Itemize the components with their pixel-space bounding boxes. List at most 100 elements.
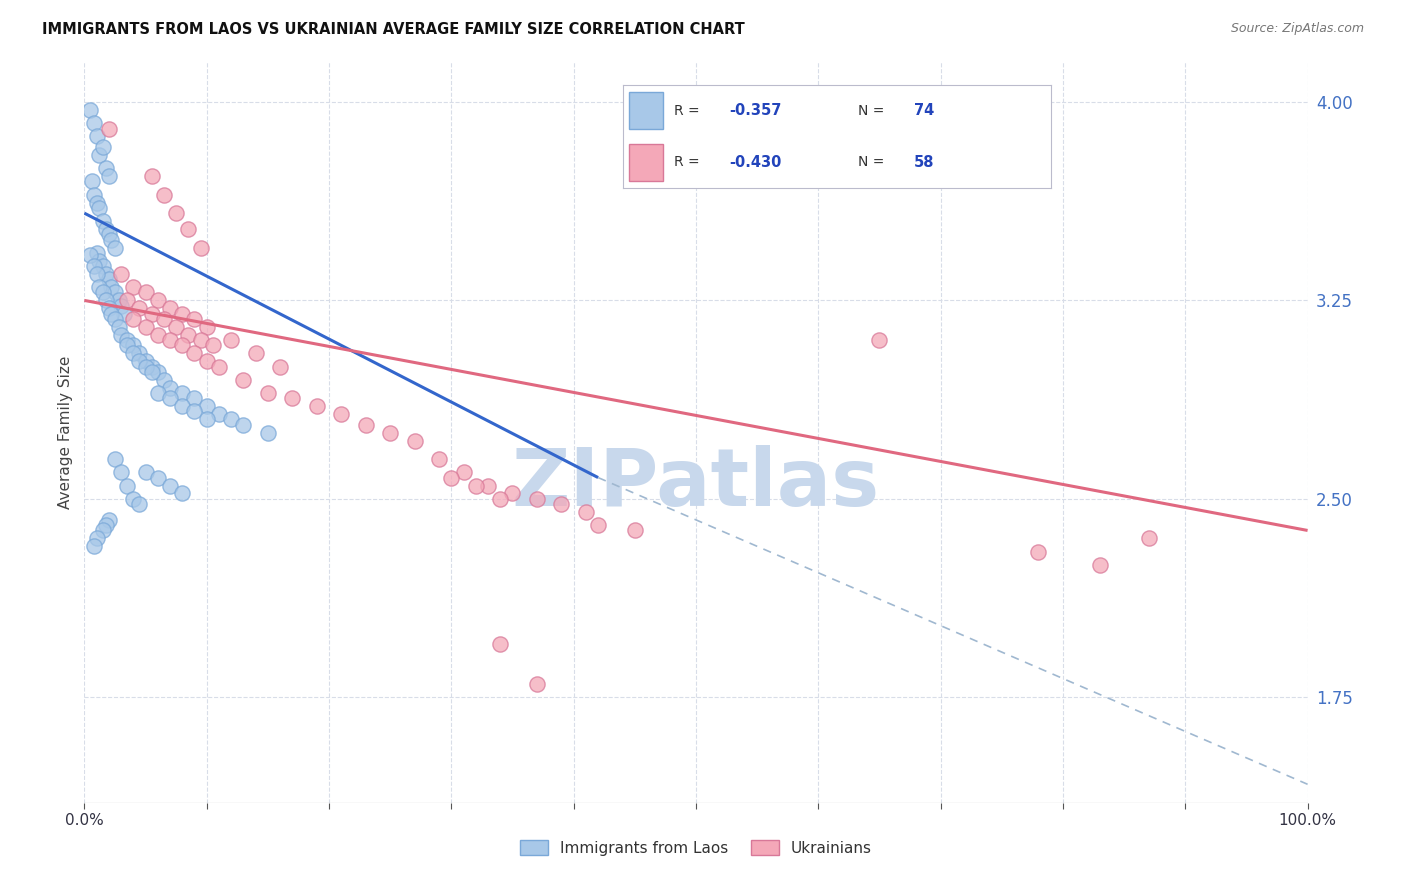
Point: [624, 524, 647, 538]
Point: [477, 478, 499, 492]
Point: [177, 222, 200, 236]
Point: [100, 307, 122, 321]
Point: [122, 338, 145, 352]
Point: [440, 470, 463, 484]
Text: ZIPatlas: ZIPatlas: [512, 445, 880, 524]
Point: [489, 637, 512, 651]
Point: [146, 293, 169, 308]
Point: [1088, 558, 1111, 572]
Point: [159, 478, 181, 492]
Point: [305, 399, 328, 413]
Point: [1028, 544, 1050, 558]
Point: [122, 280, 145, 294]
Point: [195, 412, 218, 426]
Point: [110, 299, 132, 313]
Point: [153, 187, 176, 202]
Point: [110, 267, 132, 281]
Point: [141, 169, 163, 183]
Point: [526, 491, 548, 506]
Point: [141, 307, 163, 321]
Point: [550, 497, 572, 511]
Point: [91, 259, 114, 273]
Point: [104, 240, 127, 255]
Point: [159, 391, 181, 405]
Point: [172, 486, 194, 500]
Point: [165, 319, 187, 334]
Point: [91, 140, 114, 154]
Point: [86, 532, 108, 546]
Point: [1137, 532, 1160, 546]
Point: [269, 359, 291, 374]
Point: [97, 121, 120, 136]
Point: [79, 103, 101, 117]
Point: [190, 333, 212, 347]
Point: [112, 307, 135, 321]
Point: [146, 386, 169, 401]
Point: [575, 505, 598, 519]
Point: [502, 486, 524, 500]
Point: [104, 285, 127, 300]
Point: [87, 280, 110, 294]
Point: [91, 285, 114, 300]
Point: [80, 174, 103, 188]
Point: [165, 206, 187, 220]
Point: [110, 465, 132, 479]
Point: [115, 338, 138, 352]
Point: [232, 417, 254, 432]
Point: [172, 338, 194, 352]
Point: [104, 452, 127, 467]
Point: [128, 497, 150, 511]
Text: IMMIGRANTS FROM LAOS VS UKRAINIAN AVERAGE FAMILY SIZE CORRELATION CHART: IMMIGRANTS FROM LAOS VS UKRAINIAN AVERAG…: [42, 22, 745, 37]
Point: [115, 333, 138, 347]
Point: [96, 293, 118, 308]
Point: [135, 319, 157, 334]
Point: [83, 187, 105, 202]
Point: [172, 386, 194, 401]
Point: [159, 301, 181, 316]
Point: [464, 478, 486, 492]
Point: [183, 404, 205, 418]
Point: [219, 412, 242, 426]
Point: [122, 491, 145, 506]
Point: [146, 470, 169, 484]
Point: [232, 373, 254, 387]
Point: [115, 478, 138, 492]
Point: [257, 386, 280, 401]
Point: [201, 338, 224, 352]
Point: [354, 417, 377, 432]
Point: [135, 354, 157, 368]
Point: [195, 354, 218, 368]
Point: [91, 214, 114, 228]
Point: [115, 293, 138, 308]
Point: [83, 259, 105, 273]
Point: [96, 161, 118, 176]
Point: [135, 285, 157, 300]
Point: [97, 513, 120, 527]
Point: [489, 491, 512, 506]
Point: [404, 434, 426, 448]
Point: [135, 359, 157, 374]
Point: [281, 391, 304, 405]
Point: [172, 399, 194, 413]
Point: [110, 327, 132, 342]
Point: [257, 425, 280, 440]
Point: [208, 359, 231, 374]
Point: [97, 301, 120, 316]
Point: [107, 319, 129, 334]
Point: [177, 327, 200, 342]
Point: [330, 407, 353, 421]
Point: [97, 227, 120, 242]
Point: [183, 391, 205, 405]
Point: [122, 346, 145, 360]
Point: [190, 240, 212, 255]
Point: [86, 129, 108, 144]
Point: [245, 346, 267, 360]
Point: [183, 346, 205, 360]
Point: [122, 312, 145, 326]
Point: [100, 280, 122, 294]
Point: [453, 465, 475, 479]
Point: [100, 233, 122, 247]
Point: [104, 312, 127, 326]
Point: [141, 359, 163, 374]
Point: [141, 365, 163, 379]
